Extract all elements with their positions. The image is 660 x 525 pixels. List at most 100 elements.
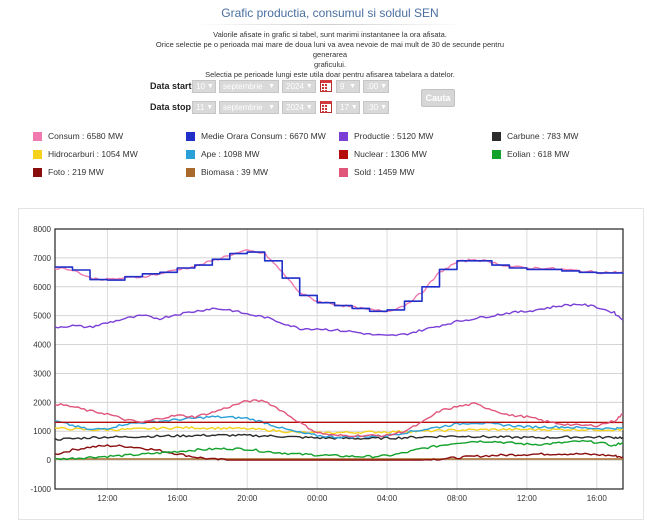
chevron-down-icon: ▼ bbox=[305, 82, 313, 90]
chevron-down-icon: ▼ bbox=[268, 82, 275, 90]
legend-swatch bbox=[339, 167, 348, 177]
start-month-value: septembrie bbox=[223, 81, 263, 91]
y-tick-label: 5000 bbox=[33, 312, 51, 321]
stop-hour-select[interactable]: 17 ▼ bbox=[336, 100, 360, 114]
chart-container: 8000 7000 6000 5000 4000 3000 2000 1000 0 -1000 12… bbox=[18, 208, 644, 520]
legend-item-foto[interactable]: Foto : 219 MW bbox=[33, 167, 104, 177]
chevron-down-icon: ▼ bbox=[380, 82, 388, 90]
x-tick-label: 04:00 bbox=[377, 494, 398, 503]
y-tick-label: 2000 bbox=[33, 398, 51, 407]
legend-swatch bbox=[186, 149, 195, 159]
legend-item-nuclear[interactable]: Nuclear : 1306 MW bbox=[339, 149, 427, 159]
x-tick-label: 20:00 bbox=[237, 494, 258, 503]
y-tick-label: 0 bbox=[47, 456, 52, 465]
calendar-icon[interactable] bbox=[320, 101, 332, 113]
legend-item-carbune[interactable]: Carbune : 783 MW bbox=[492, 131, 578, 141]
stop-year-select[interactable]: 2024 ▼ bbox=[282, 100, 316, 114]
search-button[interactable]: Cauta bbox=[421, 89, 455, 107]
legend-label: Biomasa : 39 MW bbox=[201, 167, 269, 177]
stop-day-value: 11 bbox=[196, 102, 205, 112]
start-year-value: 2024 bbox=[286, 81, 304, 91]
legend-label: Foto : 219 MW bbox=[48, 167, 104, 177]
x-tick-label: 16:00 bbox=[167, 494, 188, 503]
calendar-icon[interactable] bbox=[320, 80, 332, 92]
info-line: Selectia pe perioade lungi este utila do… bbox=[205, 70, 455, 79]
legend-label: Medie Orara Consum : 6670 MW bbox=[201, 131, 326, 141]
y-tick-label: 6000 bbox=[33, 283, 51, 292]
chevron-down-icon: ▼ bbox=[380, 103, 388, 111]
legend-label: Eolian : 618 MW bbox=[507, 149, 570, 159]
stop-year-value: 2024 bbox=[286, 102, 304, 112]
x-tick-label: 08:00 bbox=[447, 494, 468, 503]
x-tick-label: 12:00 bbox=[97, 494, 118, 503]
legend-swatch bbox=[33, 167, 42, 177]
legend-swatch bbox=[186, 131, 195, 141]
info-line: Valorile afisate in grafic si tabel, sun… bbox=[213, 30, 447, 39]
power-chart[interactable]: 8000 7000 6000 5000 4000 3000 2000 1000 0 -1000 12… bbox=[19, 209, 643, 519]
legend-item-productie[interactable]: Productie : 5120 MW bbox=[339, 131, 433, 141]
legend-swatch bbox=[492, 149, 501, 159]
x-tick-label: 16:00 bbox=[587, 494, 608, 503]
legend-item-eolian[interactable]: Eolian : 618 MW bbox=[492, 149, 569, 159]
legend-label: Consum : 6580 MW bbox=[48, 131, 124, 141]
stop-hour-value: 17 bbox=[340, 102, 349, 112]
info-line: graficului. bbox=[313, 60, 347, 69]
chevron-down-icon: ▼ bbox=[206, 103, 214, 111]
start-day-select[interactable]: 10 ▼ bbox=[192, 79, 216, 93]
chevron-down-icon: ▼ bbox=[206, 82, 214, 90]
chevron-down-icon: ▼ bbox=[305, 103, 313, 111]
legend-item-ape[interactable]: Ape : 1098 MW bbox=[186, 149, 260, 159]
plot-area-border bbox=[54, 228, 624, 490]
info-text: Valorile afisate in grafic si tabel, sun… bbox=[145, 30, 515, 80]
start-minute-select[interactable]: :00 ▼ bbox=[363, 79, 389, 93]
series-line-consum bbox=[54, 249, 624, 313]
legend-swatch bbox=[339, 149, 348, 159]
stop-month-value: septembrie bbox=[223, 102, 263, 112]
series-line-medie-orara-consum bbox=[55, 251, 624, 313]
legend-label: Sold : 1459 MW bbox=[354, 167, 415, 177]
series-line-sold bbox=[54, 399, 624, 438]
start-year-select[interactable]: 2024 ▼ bbox=[282, 79, 316, 93]
date-stop-row: Data stop 11 ▼ septembrie ▼ 2024 ▼ 17 ▼ :30 ▼ bbox=[150, 100, 392, 114]
legend-swatch bbox=[186, 167, 195, 177]
y-tick-label: 1000 bbox=[33, 427, 51, 436]
start-hour-select[interactable]: 9 ▼ bbox=[336, 79, 360, 93]
chevron-down-icon: ▼ bbox=[350, 103, 358, 111]
legend-item-hidrocarburi[interactable]: Hidrocarburi : 1054 MW bbox=[33, 149, 138, 159]
legend-swatch bbox=[33, 149, 42, 159]
chevron-down-icon: ▼ bbox=[268, 103, 275, 111]
date-stop-label: Data stop bbox=[150, 102, 192, 112]
x-tick-label: 12:00 bbox=[517, 494, 538, 503]
page-title: Grafic productia, consumul si soldul SEN bbox=[221, 6, 439, 20]
legend-item-medie-orara[interactable]: Medie Orara Consum : 6670 MW bbox=[186, 131, 326, 141]
series-line-hidrocarburi bbox=[54, 425, 624, 435]
legend-swatch bbox=[33, 131, 42, 141]
info-line: Orice selectie pe o perioada mai mare de… bbox=[155, 40, 505, 59]
legend-label: Nuclear : 1306 MW bbox=[354, 149, 427, 159]
y-tick-label: 3000 bbox=[33, 369, 51, 378]
series-line-eolian bbox=[54, 439, 624, 461]
series-line-carbune bbox=[54, 433, 624, 441]
start-month-select[interactable]: septembrie ▼ bbox=[219, 79, 279, 93]
title-divider bbox=[195, 24, 465, 25]
legend-label: Hidrocarburi : 1054 MW bbox=[48, 149, 138, 159]
y-tick-label: -1000 bbox=[31, 485, 52, 494]
legend-swatch bbox=[339, 131, 348, 141]
date-start-label: Data start bbox=[150, 81, 192, 91]
start-hour-value: 9 bbox=[340, 81, 345, 91]
legend-label: Ape : 1098 MW bbox=[201, 149, 260, 159]
series-line-foto bbox=[54, 444, 624, 461]
stop-month-select[interactable]: septembrie ▼ bbox=[219, 100, 279, 114]
start-minute-value: :00 bbox=[367, 81, 379, 91]
stop-minute-select[interactable]: :30 ▼ bbox=[363, 100, 389, 114]
x-tick-label: 00:00 bbox=[307, 494, 328, 503]
legend-label: Productie : 5120 MW bbox=[354, 131, 434, 141]
stop-day-select[interactable]: 11 ▼ bbox=[192, 100, 216, 114]
legend-item-biomasa[interactable]: Biomasa : 39 MW bbox=[186, 167, 268, 177]
y-tick-label: 8000 bbox=[33, 225, 51, 234]
y-tick-label: 7000 bbox=[33, 254, 51, 263]
legend-item-consum[interactable]: Consum : 6580 MW bbox=[33, 131, 123, 141]
legend-label: Carbune : 783 MW bbox=[507, 131, 579, 141]
legend-swatch bbox=[492, 131, 501, 141]
legend-item-sold[interactable]: Sold : 1459 MW bbox=[339, 167, 414, 177]
